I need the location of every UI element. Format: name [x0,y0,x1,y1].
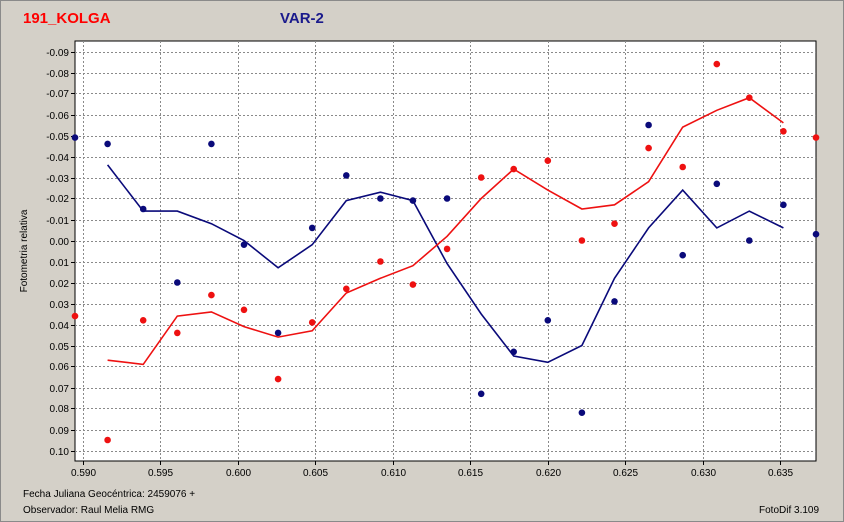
y-tick-label: -0.07 [46,89,69,100]
star-name-title: 191_KOLGA [23,10,111,27]
series-1-point [510,165,517,173]
y-tick-label: 0.01 [50,258,70,269]
series-1-line [107,96,784,366]
x-tick-label: 0.610 [381,468,406,479]
series-0-point [679,251,686,259]
y-tick-label: 0.02 [50,279,70,290]
series-0-point [71,134,79,141]
x-tick-label: 0.600 [226,468,251,479]
series-0-point [104,140,111,148]
series-1-point [71,312,79,320]
series-1-point [308,319,316,326]
series-1-point [208,291,215,299]
series-0-point [240,241,248,248]
y-tick-label: 0.07 [50,384,70,395]
x-tick-label: 0.590 [71,468,96,479]
variable-label: VAR-2 [280,10,324,27]
y-tick-label: -0.04 [46,153,69,164]
x-tick-label: 0.595 [148,468,173,479]
series-0-point [510,348,517,356]
series-1-point [780,128,787,135]
y-tick-label: -0.09 [46,48,69,59]
series-1-point [174,329,181,337]
series-1-point [812,134,820,141]
y-tick-label: -0.08 [46,69,69,80]
x-tick-label: 0.620 [536,468,561,479]
y-tick-label: 0.06 [50,362,70,373]
series-0-point [477,390,485,398]
series-1-point [377,258,384,265]
series-1-point [544,157,552,164]
y-tick-label: -0.06 [46,111,69,122]
software-version-label: FotoDif 3.109 [759,505,820,516]
series-1-point [713,60,721,68]
series-0-point [208,140,215,148]
observer-label: Observador: Raul Melia RMG [23,505,155,516]
y-tick-label: -0.02 [46,194,69,205]
y-tick-label: 0.00 [50,237,70,248]
x-tick-label: 0.635 [768,468,793,479]
series-0-point [812,230,820,238]
y-tick-label: -0.01 [46,216,69,227]
series-0-point [409,197,417,204]
series-0-point [139,205,147,213]
series-1-point [746,94,753,101]
series-1-point [409,281,417,288]
y-tick-label: 0.08 [50,404,70,415]
julian-date-label: Fecha Juliana Geocéntrica: 2459076 + [23,489,196,500]
series-0-point [443,195,451,202]
y-tick-label: 0.04 [50,321,70,332]
y-tick-label: 0.03 [50,300,70,311]
series-0-point [713,180,721,188]
series-1-point [443,245,451,253]
series-0-point [746,237,753,244]
series-1-point [104,436,111,444]
x-tick-label: 0.615 [458,468,483,479]
series-0-point [645,121,652,129]
y-tick-label: -0.05 [46,132,69,143]
series-1-point [477,174,485,181]
series-1-point [611,220,618,227]
y-tick-label: 0.09 [50,426,70,437]
y-axis-label: Fotometria relativa [19,209,30,292]
x-tick-label: 0.625 [613,468,638,479]
y-tick-label: 0.10 [50,447,70,458]
series-0-point [611,298,618,305]
series-0-point [274,329,282,337]
series-1-point [274,375,282,383]
series-1-point [139,317,147,324]
series-0-point [578,409,586,417]
series-1-point [240,306,248,314]
series-1-point [679,163,686,171]
x-tick-label: 0.605 [303,468,328,479]
series-0-point [174,279,181,286]
series-0-point [780,201,787,209]
series-0-point [343,172,350,179]
series-0-point [308,224,316,232]
series-1-point [645,144,652,152]
series-0-line [106,164,784,364]
y-tick-label: 0.05 [50,342,70,353]
series-0-point [544,317,552,324]
x-tick-label: 0.630 [691,468,716,479]
y-tick-label: -0.03 [46,174,69,185]
series-1-point [578,237,586,244]
series-1-point [343,285,350,293]
series-0-point [377,195,384,202]
